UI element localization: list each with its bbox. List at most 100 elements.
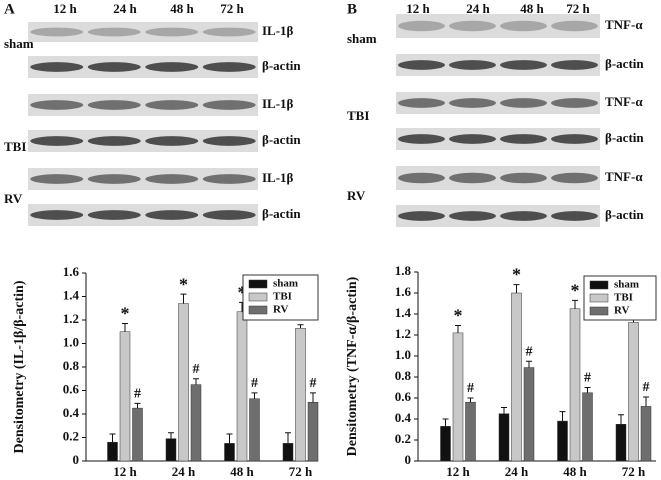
blot-band: [398, 172, 445, 184]
blot-label: β-actin: [605, 130, 644, 145]
legend-swatch: [589, 280, 609, 290]
blot-band: [398, 20, 445, 32]
bar: [640, 406, 652, 462]
bar: [465, 401, 476, 462]
x-tick-label: 12 h: [113, 464, 137, 479]
bar: [557, 420, 568, 462]
legend-label: sham: [614, 279, 639, 291]
bar: [132, 407, 143, 462]
y-tick-label: 0: [405, 452, 412, 467]
y-tick-label: 0.2: [63, 428, 79, 443]
blot-band: [87, 174, 141, 184]
blot-band: [551, 211, 598, 221]
blot-band: [30, 174, 84, 184]
error-bar: [455, 325, 461, 333]
blot-band: [30, 136, 84, 146]
bar: [498, 413, 510, 462]
legend-swatch: [248, 279, 268, 289]
lane-label: 72 h: [220, 1, 244, 16]
lane-label: 72 h: [566, 1, 590, 16]
blot-label: TNF-α: [605, 94, 643, 109]
error-bar: [285, 432, 291, 444]
y-tick-label: 0.6: [63, 381, 80, 396]
blot-label: TNF-α: [605, 17, 643, 32]
blot-band: [398, 134, 445, 144]
group-label: TBI: [4, 139, 26, 154]
blot-band: [398, 211, 445, 221]
lane-label: 12 h: [53, 1, 77, 16]
blot-band: [30, 27, 84, 37]
blot-band: [202, 100, 256, 110]
significance-mark: #: [526, 344, 533, 359]
error-bar: [134, 402, 141, 409]
blot-band: [202, 27, 256, 37]
error-bar: [559, 411, 566, 422]
legend-label: RV: [614, 305, 630, 317]
bar: [119, 331, 131, 462]
blot-band: [202, 174, 256, 184]
blot-strip: [28, 56, 258, 78]
blot-label: β-actin: [262, 58, 301, 73]
blot-band: [500, 60, 547, 70]
error-bar: [180, 293, 187, 304]
y-tick-label: 1.4: [395, 305, 412, 320]
error-bar: [297, 324, 304, 329]
x-tick-label: 48 h: [563, 464, 587, 479]
significance-mark: *: [121, 304, 130, 324]
blot-band: [145, 136, 199, 146]
y-tick-label: 1.6: [395, 284, 412, 299]
blot-label: β-actin: [605, 56, 644, 71]
blot-band: [202, 210, 256, 220]
error-bar: [501, 406, 507, 414]
y-tick-label: 0: [73, 452, 80, 467]
group-label: TBI: [347, 108, 369, 123]
legend-swatch: [248, 305, 268, 315]
bar: [224, 443, 235, 462]
y-tick-label: 0.8: [395, 368, 412, 383]
blot-label: β-actin: [262, 206, 301, 221]
error-bar: [310, 392, 316, 403]
blot-band: [87, 27, 141, 37]
y-tick-label: 1.0: [63, 334, 79, 349]
blot-band: [145, 27, 199, 37]
bar: [178, 303, 189, 462]
blot-band: [145, 100, 199, 110]
legend-label: RV: [273, 304, 289, 316]
blot-band: [145, 210, 199, 220]
blot-band: [30, 62, 84, 72]
blot-band: [551, 60, 598, 70]
blot-band: [398, 98, 445, 108]
blot-band: [30, 210, 84, 220]
group-label: RV: [347, 188, 366, 203]
legend-swatch: [589, 306, 609, 316]
bar: [452, 332, 464, 462]
blot-band: [145, 174, 199, 184]
bar: [107, 441, 118, 462]
blot-strip: [28, 130, 258, 152]
blot-band: [202, 136, 256, 146]
blot-strip: [28, 94, 258, 116]
blot-band: [202, 62, 256, 72]
legend-label: TBI: [614, 292, 633, 304]
bar: [295, 327, 306, 462]
significance-mark: #: [643, 380, 650, 395]
significance-mark: #: [134, 387, 141, 402]
legend-label: TBI: [273, 291, 292, 303]
significance-mark: *: [512, 265, 521, 285]
y-tick-label: 0.2: [395, 431, 411, 446]
bar: [236, 311, 248, 462]
blot-band: [449, 134, 496, 144]
lane-label: 48 h: [520, 1, 544, 16]
significance-mark: #: [251, 376, 258, 391]
y-tick-label: 0.4: [63, 405, 80, 420]
significance-mark: #: [193, 362, 200, 377]
significance-mark: #: [467, 381, 474, 396]
x-tick-label: 48 h: [230, 464, 254, 479]
blot-strip: [28, 204, 258, 226]
error-bar: [643, 396, 649, 407]
blot-band: [500, 172, 547, 184]
bar: [282, 443, 294, 462]
blot-band: [87, 62, 141, 72]
legend-label: sham: [273, 278, 298, 290]
x-tick-label: 24 h: [172, 464, 196, 479]
